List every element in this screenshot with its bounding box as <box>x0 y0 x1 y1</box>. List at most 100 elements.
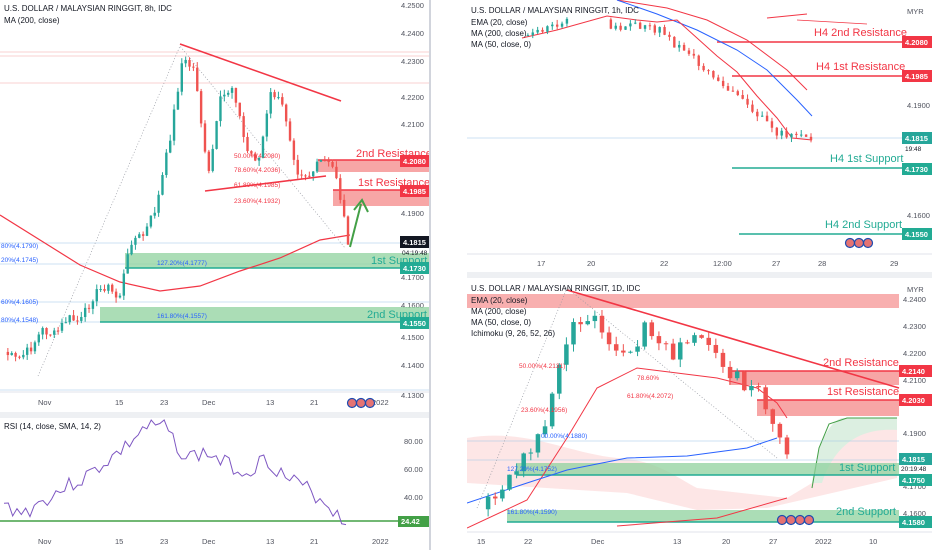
candle-1d <box>777 423 783 438</box>
projection-arrow <box>349 203 362 248</box>
fib-label: 50.00%(4.2131) <box>519 363 565 370</box>
chart-1d-canvas[interactable]: MYR4.24004.23004.22004.21004.19004.18004… <box>467 278 932 550</box>
resistance-1-price: 4.1985 <box>403 187 426 196</box>
resistance-1-label: 1st Resistance <box>827 386 899 398</box>
date-tick: 20 <box>722 537 730 546</box>
candle-1d <box>542 426 548 435</box>
candle-8h <box>68 315 71 323</box>
ichimoku-cloud-green <box>812 418 897 483</box>
candle-1h <box>707 70 710 72</box>
horizontal-divider-left <box>0 412 429 418</box>
candle-8h <box>234 87 238 103</box>
chart-1h-panel[interactable]: MYR 4.1900 4.1600 17 20 22 12:00 27 28 29 H4 2nd R… <box>467 0 932 272</box>
candle-8h <box>250 151 253 154</box>
candle-8h <box>342 199 346 217</box>
candle-1h <box>741 95 744 99</box>
chart-8h-title: U.S. DOLLAR / MALAYSIAN RINGGIT, 8h, IDC <box>4 4 172 13</box>
candle-1h <box>682 44 686 51</box>
support-1-label: 1st Support <box>839 462 895 474</box>
date-tick: 22 <box>524 537 532 546</box>
last-price-1d: 4.1815 <box>902 455 925 464</box>
date-tick: 10 <box>869 537 877 546</box>
candle-1d <box>642 322 647 347</box>
candle-8h <box>111 284 114 292</box>
candle-8h <box>296 159 299 175</box>
support-1-zone <box>125 253 429 268</box>
candle-8h <box>103 289 106 291</box>
candle-8h <box>107 284 110 291</box>
candle-8h <box>254 153 257 161</box>
candle-8h <box>315 161 319 172</box>
candle-1h <box>746 98 749 105</box>
candle-8h <box>165 152 168 176</box>
resistance-2-label: 2nd Resistance <box>823 357 899 369</box>
candle-8h <box>284 104 288 122</box>
candle-8h <box>215 121 218 149</box>
date-tick: 23 <box>160 537 168 546</box>
candle-8h <box>281 97 284 105</box>
vertical-divider <box>429 0 431 550</box>
resistance-2-price-bg <box>400 155 429 167</box>
candle-1h <box>717 77 720 81</box>
fib-label: 161.80%(4.1557) <box>157 313 207 320</box>
event-flag-icon <box>355 397 367 409</box>
ma50-1h <box>616 0 813 117</box>
chart-8h-panel[interactable]: 4.2500 4.2400 4.2300 4.2200 4.2100 4.1900 4.18… <box>0 0 429 412</box>
candle-1h <box>678 44 681 48</box>
fib-label: 61.80%(4.2072) <box>627 393 673 400</box>
date-tick: 13 <box>266 537 274 546</box>
support-2-zone <box>100 307 429 322</box>
chart-1d-panel[interactable]: MYR4.24004.23004.22004.21004.19004.18004… <box>467 278 932 550</box>
candle-8h <box>126 254 129 274</box>
candle-8h <box>53 330 56 335</box>
candle-1d <box>571 322 576 345</box>
support-1-price-bg <box>899 474 932 486</box>
candle-1d <box>535 434 541 453</box>
candle-8h <box>292 140 296 160</box>
fib-projection-line <box>476 287 778 509</box>
h4-resistance-1-label: H4 1st Resistance <box>816 61 905 73</box>
candle-1h <box>536 29 539 33</box>
currency-label: MYR <box>907 285 924 294</box>
candle-8h <box>87 307 91 309</box>
resistance-1-price-bg <box>899 394 932 406</box>
candle-8h <box>10 353 13 356</box>
chart-1d-title: U.S. DOLLAR / MALAYSIAN RINGGIT, 1D, IDC <box>471 284 641 293</box>
date-tick: 17 <box>537 259 545 268</box>
chart-1h-canvas[interactable]: MYR 4.1900 4.1600 17 20 22 12:00 27 28 29 H4 2nd R… <box>467 0 932 272</box>
candle-1h <box>790 133 793 138</box>
candle-1d <box>670 343 676 360</box>
candle-8h <box>14 353 17 357</box>
candle-8h <box>72 315 75 321</box>
candle-8h <box>37 334 40 343</box>
candle-1h <box>712 70 715 78</box>
h4-resistance-2-label: H4 2nd Resistance <box>814 27 907 39</box>
date-tick: 15 <box>115 537 123 546</box>
candle-8h <box>64 322 68 324</box>
candle-1h <box>565 18 569 24</box>
candle-1d <box>734 371 740 379</box>
event-flag-icon <box>346 397 358 409</box>
fib-left-label: 80%(4.1790) <box>1 243 38 250</box>
countdown-1h: 19:48 <box>905 146 922 153</box>
rsi-canvas[interactable]: 80.00 60.00 40.00 24.42 Nov 15 23 Dec 13 21 2022 <box>0 418 429 550</box>
chart-1h-indicator-ema: EMA (20, close) <box>471 18 528 27</box>
event-flag-icon <box>785 514 797 526</box>
price-tick: 4.1600 <box>401 301 424 310</box>
candle-8h <box>207 151 211 171</box>
date-tick: 29 <box>890 259 898 268</box>
event-flag-icon <box>794 514 806 526</box>
candle-1h <box>731 90 735 92</box>
chart-8h-canvas[interactable]: 4.2500 4.2400 4.2300 4.2200 4.2100 4.1900 4.18… <box>0 0 429 412</box>
support-2-price-bg <box>899 516 932 528</box>
date-tick: 2022 <box>372 398 389 407</box>
chart-1h-indicator-ma200: MA (200, close) <box>471 29 527 38</box>
resistance-2-price: 4.2140 <box>902 367 925 376</box>
rsi-panel[interactable]: 80.00 60.00 40.00 24.42 Nov 15 23 Dec 13 21 2022 R… <box>0 418 429 550</box>
candle-1h <box>770 121 774 128</box>
chart-1h-indicator-ma50: MA (50, close, 0) <box>471 40 532 49</box>
candle-1h <box>668 34 671 37</box>
support-2-price: 4.1550 <box>403 319 426 328</box>
candle-8h <box>269 92 272 114</box>
price-tick: 4.2100 <box>903 376 926 385</box>
